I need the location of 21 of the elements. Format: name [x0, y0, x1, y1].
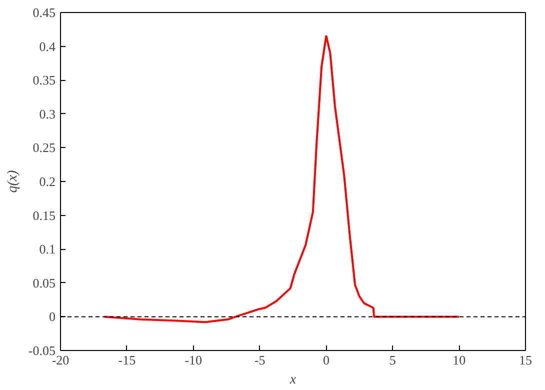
x-tick-label: -15 — [118, 352, 136, 368]
y-tick-label: 0.25 — [32, 140, 56, 156]
y-tick-label: 0.05 — [32, 275, 56, 290]
y-tick-label: 0.2 — [39, 174, 56, 189]
y-tick-label: 0.1 — [39, 242, 56, 257]
x-tick-label: 10 — [452, 352, 466, 368]
x-tick-label: 0 — [322, 352, 330, 368]
x-tick-label: 15 — [519, 352, 532, 368]
y-axis-title: q(x) — [5, 170, 20, 193]
x-tick-label: 5 — [389, 352, 396, 368]
y-tick-label: 0.15 — [32, 208, 56, 223]
y-tick-label: 0.45 — [32, 5, 56, 20]
line-series — [103, 35, 460, 324]
y-tick-label: 0 — [49, 309, 56, 324]
x-axis-title: x — [288, 372, 297, 388]
y-tick-label: 0.35 — [32, 72, 56, 88]
y-tick-label: 0.4 — [39, 38, 56, 54]
x-tick-label: -5 — [254, 352, 266, 368]
y-tick-label: 0.3 — [39, 106, 56, 122]
x-tick-label: -10 — [184, 352, 202, 368]
y-tick-label: -0.05 — [28, 343, 56, 358]
